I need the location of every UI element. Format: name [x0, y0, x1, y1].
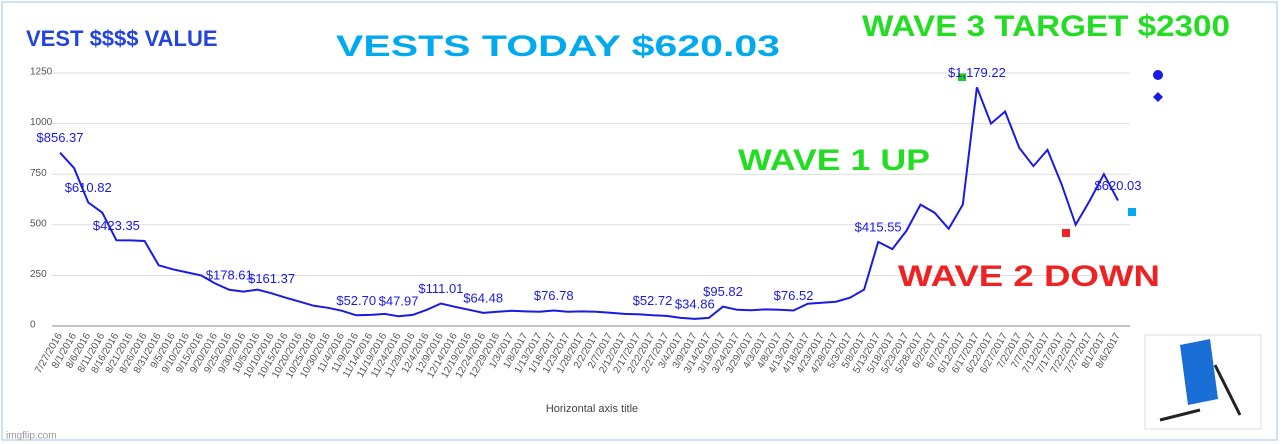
annotation: WAVE 3 TARGET $2300 — [862, 10, 1230, 43]
y-tick-label: 0 — [30, 320, 36, 331]
marker-cyan — [1128, 208, 1136, 216]
data-label: $856.37 — [37, 130, 84, 145]
annotation: WAVE 2 DOWN — [898, 260, 1160, 293]
data-label: $76.52 — [774, 288, 814, 303]
data-label: $95.82 — [703, 284, 743, 299]
y-tick-label: 1250 — [30, 67, 53, 78]
data-label: $111.01 — [418, 281, 463, 296]
y-tick-label: 250 — [30, 269, 47, 280]
data-label: $64.48 — [463, 290, 503, 305]
data-label: $34.86 — [675, 296, 715, 311]
data-label: $415.55 — [855, 219, 902, 234]
legend-diamond — [1153, 92, 1163, 102]
data-label: $52.72 — [633, 293, 673, 308]
marker-green — [958, 73, 966, 81]
annotation: WAVE 1 UP — [738, 144, 930, 177]
data-label: $47.97 — [379, 294, 419, 309]
data-label: $76.78 — [534, 288, 574, 303]
y-tick-label: 750 — [30, 168, 47, 179]
data-label: $178.61 — [206, 267, 253, 282]
y-tick-label: 500 — [30, 218, 47, 229]
data-label: $620.03 — [1095, 178, 1142, 193]
data-label: $1,179.22 — [948, 65, 1006, 80]
chart-title: VEST $$$$ VALUE — [26, 26, 218, 51]
mascot — [1144, 334, 1262, 430]
data-label: $610.82 — [65, 180, 112, 195]
data-label: $423.35 — [93, 218, 140, 233]
annotation: VESTS TODAY $620.03 — [336, 30, 780, 63]
data-label: $52.70 — [336, 293, 376, 308]
line — [59, 86, 1119, 320]
marker-red — [1062, 229, 1070, 237]
data-label: $161.37 — [248, 271, 295, 286]
legend-dot — [1153, 70, 1163, 80]
watermark: imgflip.com — [6, 431, 57, 442]
x-axis-label: Horizontal axis title — [546, 403, 638, 415]
y-tick-label: 1000 — [30, 117, 53, 128]
